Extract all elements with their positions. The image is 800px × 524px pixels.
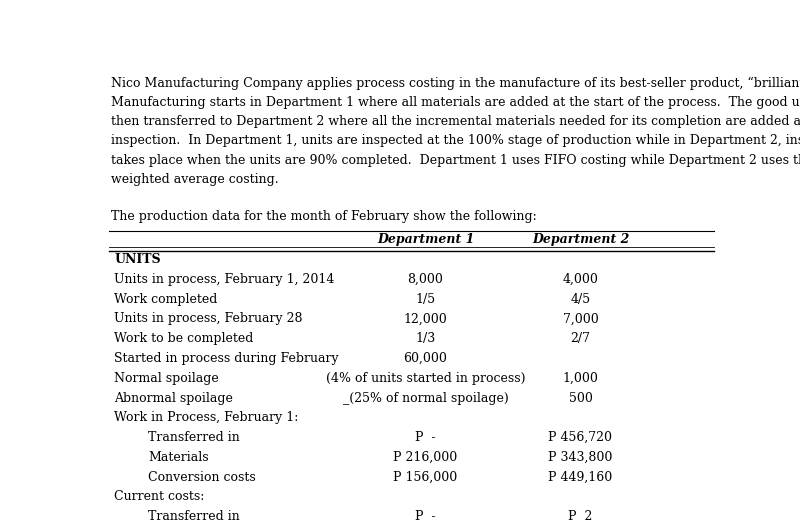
Text: takes place when the units are 90% completed.  Department 1 uses FIFO costing wh: takes place when the units are 90% compl… <box>111 154 800 167</box>
Text: Transferred in: Transferred in <box>148 510 240 523</box>
Text: 500: 500 <box>569 391 593 405</box>
Text: Normal spoilage: Normal spoilage <box>114 372 219 385</box>
Text: P 456,720: P 456,720 <box>549 431 613 444</box>
Text: 1/5: 1/5 <box>415 293 435 305</box>
Text: 4,000: 4,000 <box>562 273 598 286</box>
Text: 8,000: 8,000 <box>407 273 443 286</box>
Text: Department 1: Department 1 <box>377 233 474 246</box>
Text: P 216,000: P 216,000 <box>394 451 458 464</box>
Text: 7,000: 7,000 <box>562 312 598 325</box>
Text: Units in process, February 28: Units in process, February 28 <box>114 312 302 325</box>
Text: 1/3: 1/3 <box>415 332 436 345</box>
Text: Materials: Materials <box>148 451 209 464</box>
Text: P  2: P 2 <box>568 510 593 523</box>
Text: 60,000: 60,000 <box>403 352 447 365</box>
Text: Abnormal spoilage: Abnormal spoilage <box>114 391 233 405</box>
Text: _(25% of normal spoilage): _(25% of normal spoilage) <box>342 391 508 405</box>
Text: 1,000: 1,000 <box>562 372 598 385</box>
Text: 4/5: 4/5 <box>570 293 590 305</box>
Text: 12,000: 12,000 <box>404 312 447 325</box>
Text: P 449,160: P 449,160 <box>548 471 613 484</box>
Text: Transferred in: Transferred in <box>148 431 240 444</box>
Text: (4% of units started in process): (4% of units started in process) <box>326 372 526 385</box>
Text: Work in Process, February 1:: Work in Process, February 1: <box>114 411 298 424</box>
Text: Work completed: Work completed <box>114 293 218 305</box>
Text: The production data for the month of February show the following:: The production data for the month of Feb… <box>111 210 537 223</box>
Text: Department 2: Department 2 <box>532 233 629 246</box>
Text: P 156,000: P 156,000 <box>394 471 458 484</box>
Text: inspection.  In Department 1, units are inspected at the 100% stage of productio: inspection. In Department 1, units are i… <box>111 135 800 147</box>
Text: P 343,800: P 343,800 <box>548 451 613 464</box>
Text: Manufacturing starts in Department 1 where all materials are added at the start : Manufacturing starts in Department 1 whe… <box>111 96 800 109</box>
Text: P  -: P - <box>415 431 436 444</box>
Text: Units in process, February 1, 2014: Units in process, February 1, 2014 <box>114 273 334 286</box>
Text: Nico Manufacturing Company applies process costing in the manufacture of its bes: Nico Manufacturing Company applies proce… <box>111 77 800 90</box>
Text: weighted average costing.: weighted average costing. <box>111 173 278 186</box>
Text: Work to be completed: Work to be completed <box>114 332 254 345</box>
Text: then transferred to Department 2 where all the incremental materials needed for : then transferred to Department 2 where a… <box>111 115 800 128</box>
Text: Current costs:: Current costs: <box>114 490 205 504</box>
Text: Started in process during February: Started in process during February <box>114 352 339 365</box>
Text: UNITS: UNITS <box>114 253 161 266</box>
Text: Conversion costs: Conversion costs <box>148 471 256 484</box>
Text: P  -: P - <box>415 510 436 523</box>
Text: 2/7: 2/7 <box>570 332 590 345</box>
